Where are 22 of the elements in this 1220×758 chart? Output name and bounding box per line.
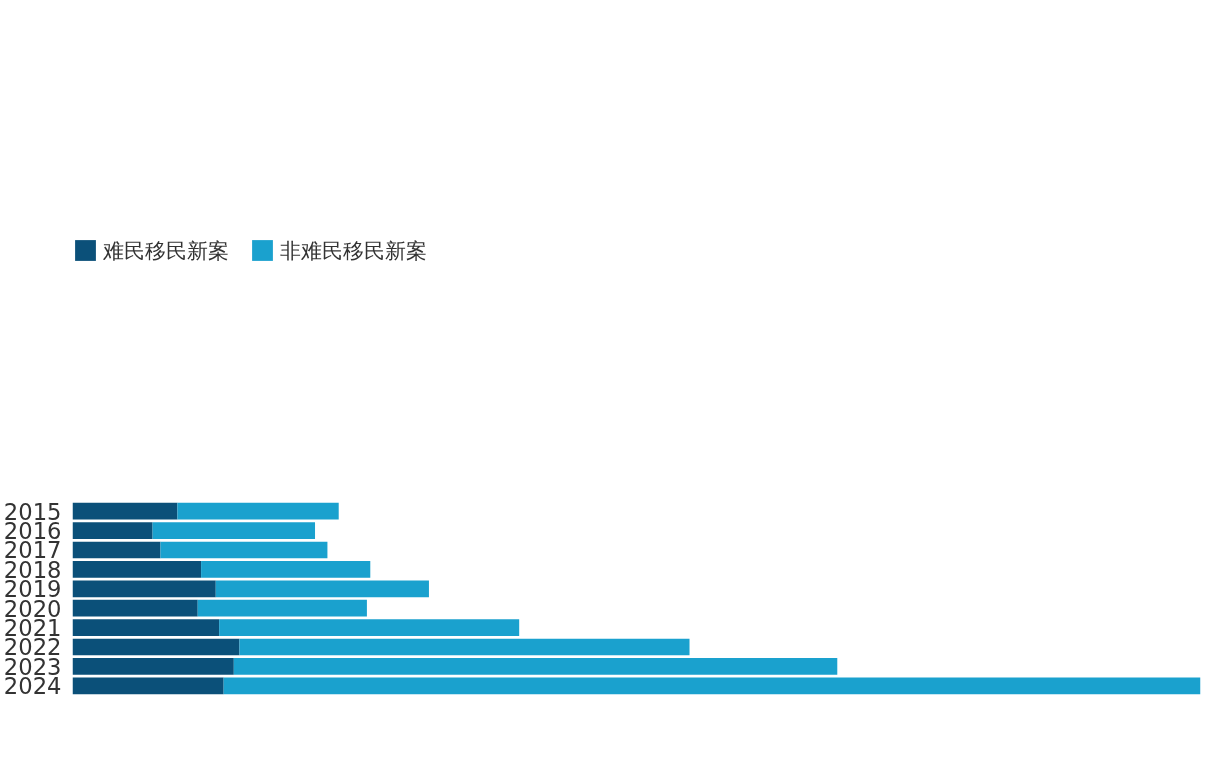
- bar: [219, 619, 520, 636]
- bar: [72, 619, 220, 636]
- legend-label: 难民移民新案: [103, 236, 229, 265]
- bar: [72, 599, 198, 617]
- bar: [160, 541, 328, 559]
- bar: [223, 677, 1201, 695]
- bar: [72, 677, 224, 695]
- bar: [233, 658, 838, 675]
- bar: [152, 522, 316, 539]
- bar: [72, 541, 161, 559]
- legend-label: 非难民移民新案: [280, 236, 427, 265]
- bar: [201, 561, 371, 578]
- bar: [239, 638, 690, 656]
- bar: [215, 580, 429, 598]
- bar: [72, 522, 153, 539]
- bar: [177, 502, 339, 520]
- bar: [72, 561, 202, 578]
- bar: [72, 658, 234, 675]
- bar: [72, 638, 240, 656]
- bar: [197, 599, 367, 617]
- bar: [72, 580, 216, 598]
- bar: [72, 502, 178, 520]
